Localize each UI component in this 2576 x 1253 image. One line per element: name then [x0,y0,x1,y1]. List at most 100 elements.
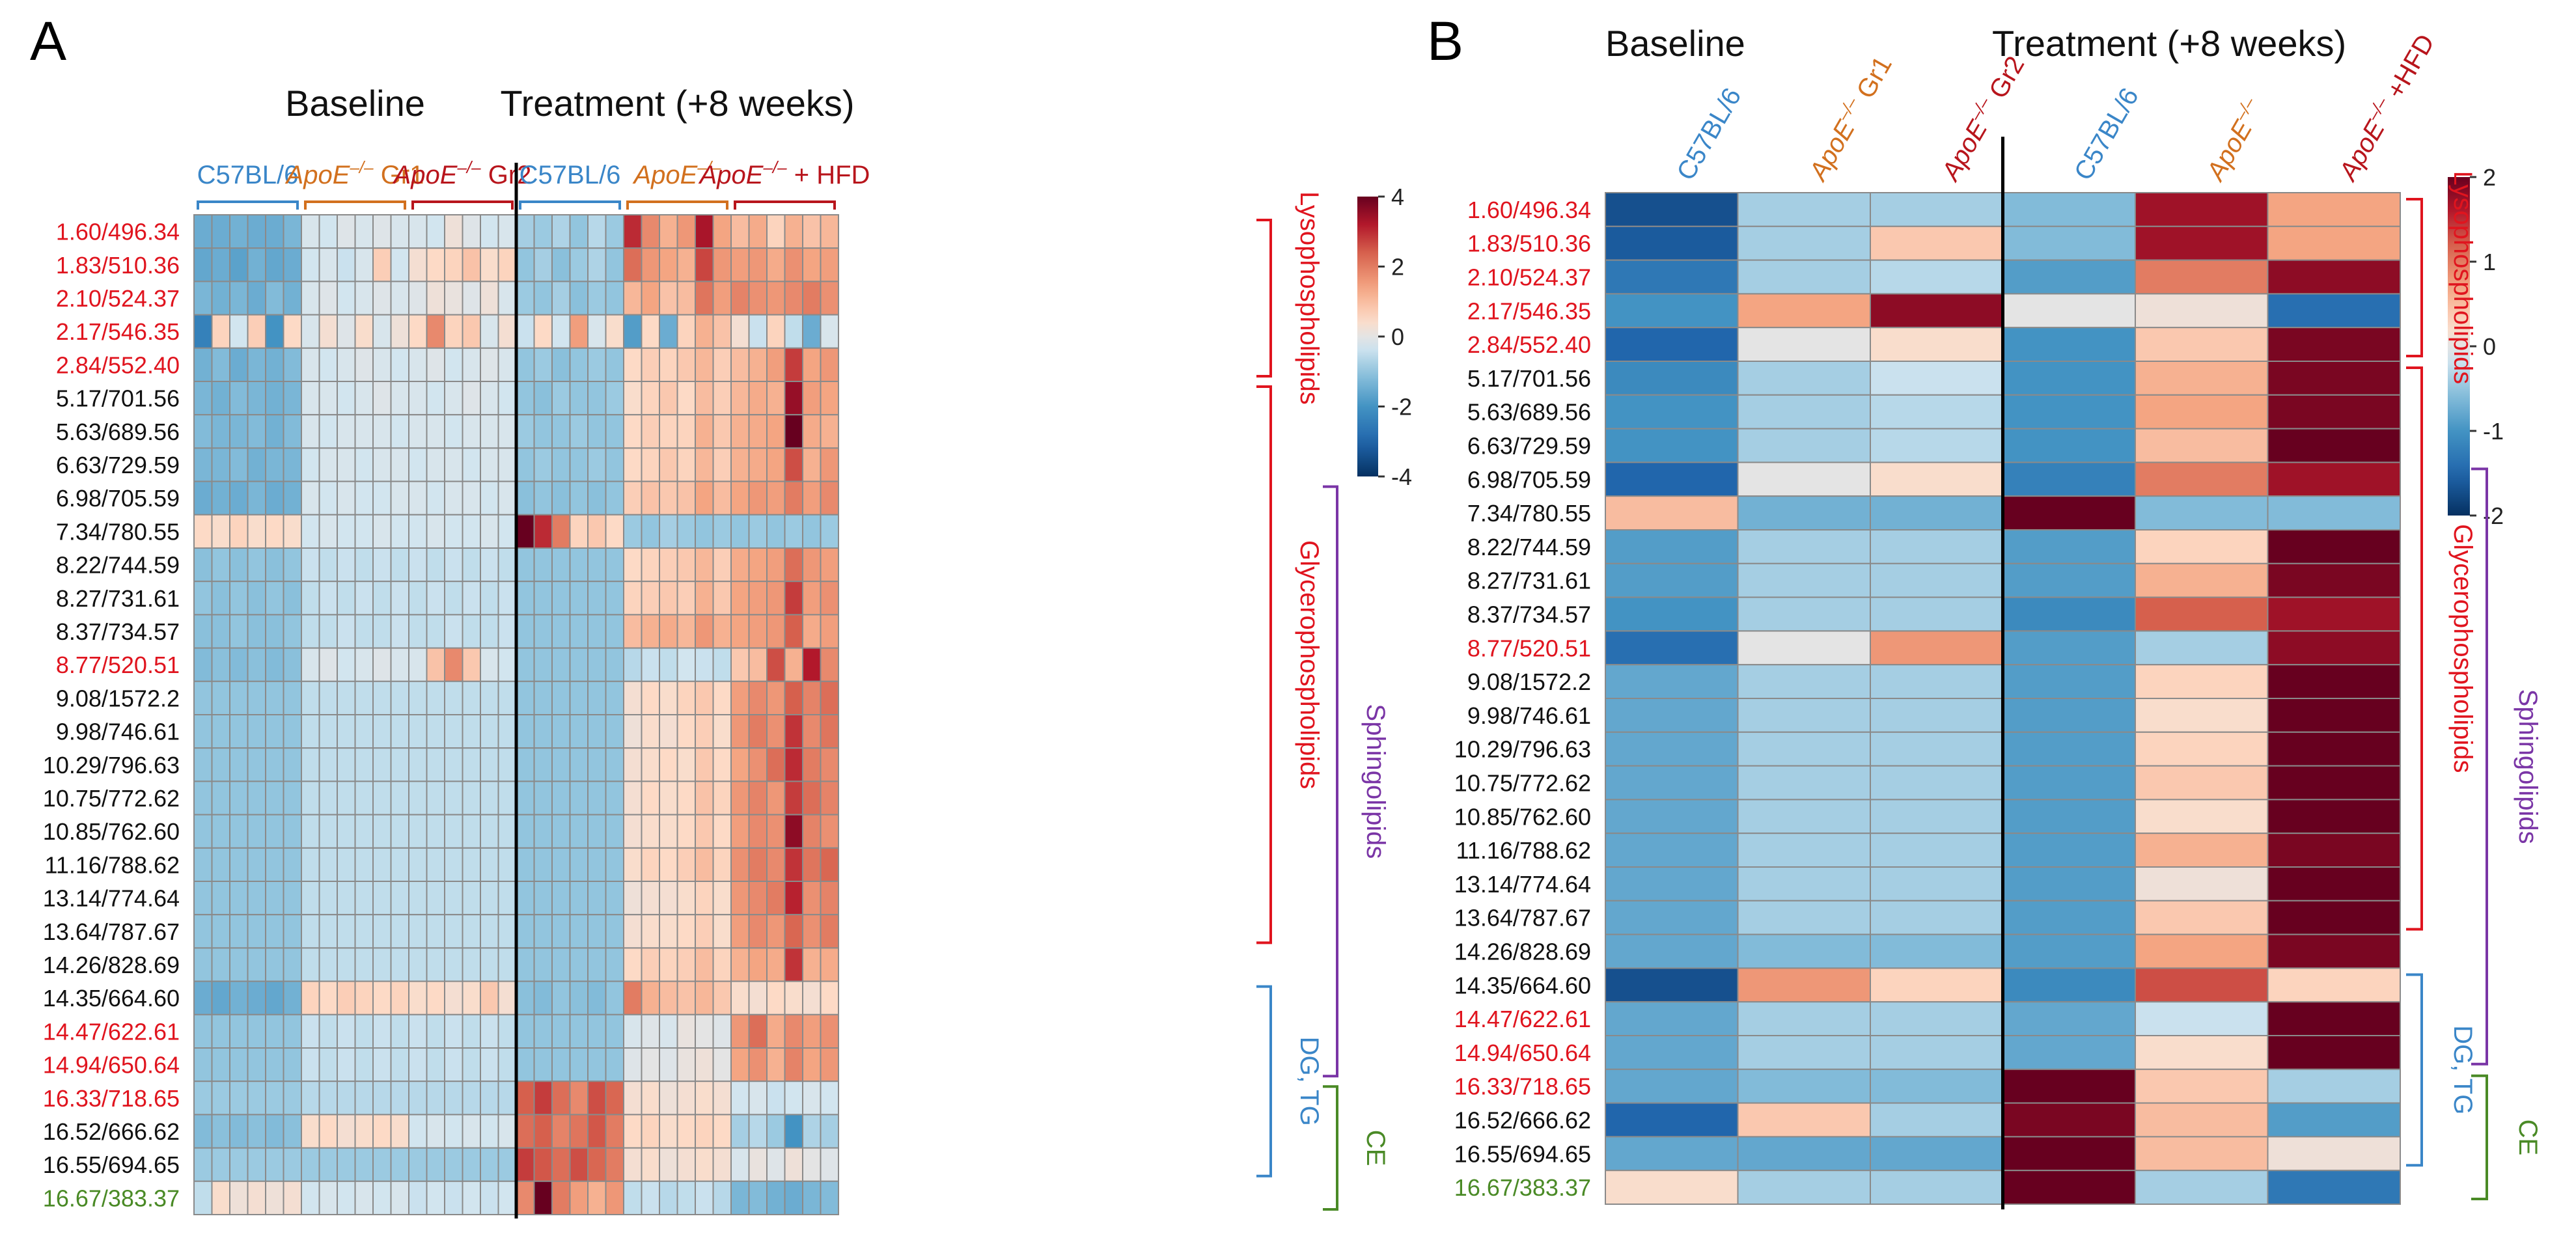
heatmap-a-cell [372,347,392,382]
heatmap-a-cell [712,547,732,583]
heatmap-a-cell [372,381,392,416]
heatmap-b-cell [2002,562,2136,598]
heatmap-b-cell [1870,394,2004,430]
heatmap-a-cell [229,914,249,949]
heatmap-a-cell [802,747,822,782]
heatmap-a-cell [283,1114,302,1149]
heatmap-a-cell [318,581,338,616]
heatmap-b-cell [1737,833,1871,868]
heatmap-a-cell [444,547,464,583]
heatmap-a-cell [516,314,535,349]
panel-a-group-bracket [734,200,836,210]
heatmap-a-cell [623,514,643,549]
heatmap-a-cell [265,1013,284,1049]
heatmap-a-cell [301,747,320,782]
heatmap-a-cell [426,1180,445,1216]
panel-b-treatment-title: Treatment (+8 weeks) [1992,23,2346,64]
heatmap-a-cell [247,1147,266,1182]
heatmap-a-cell [659,447,678,482]
heatmap-a-cell [301,680,320,716]
panel-a-bracket [1256,385,1272,944]
heatmap-a-cell [283,780,302,816]
heatmap-a-cell [283,1081,302,1116]
heatmap-b-cell [1737,495,1871,531]
heatmap-a-cell [318,480,338,516]
heatmap-a-cell [480,1081,499,1116]
heatmap-a-cell [426,514,445,549]
heatmap-b-cell [1605,293,1739,329]
heatmap-b-cell [2135,1068,2269,1104]
heatmap-b-cell [2002,259,2136,295]
heatmap-a-cell [748,514,768,549]
heatmap-a-cell [533,347,553,382]
heatmap-a-cell [712,680,732,716]
heatmap-a-cell [569,480,589,516]
heatmap-a-cell [730,547,750,583]
heatmap-a-cell [551,747,571,782]
heatmap-a-cell [551,281,571,316]
heatmap-a-cell [605,1013,624,1049]
heatmap-a-cell [265,1147,284,1182]
heatmap-a-cell [551,1114,571,1149]
heatmap-a-cell [462,214,481,249]
heatmap-a-cell [318,647,338,682]
heatmap-a-cell [229,980,249,1015]
heatmap-a-cell [337,1180,356,1216]
heatmap-a-cell [372,214,392,249]
heatmap-a-cell [354,980,374,1015]
heatmap-a-cell [587,881,607,916]
heatmap-a-cell [695,747,714,782]
heatmap-a-cell [533,881,553,916]
heatmap-a-cell [784,747,803,782]
heatmap-b-cell [1605,1136,1739,1172]
heatmap-a-cell [784,581,803,616]
heatmap-a-cell [193,847,213,883]
heatmap-a-cell [193,1180,213,1216]
heatmap-a-cell [480,914,499,949]
heatmap-b-cell [2135,933,2269,969]
heatmap-a-cell [390,714,409,749]
heatmap-a-cell [766,780,786,816]
heatmap-a-cell [605,947,624,982]
heatmap-a-cell [748,881,768,916]
heatmap-b-cell [2135,866,2269,902]
heatmap-a-cell [462,881,481,916]
heatmap-a-cell [766,514,786,549]
heatmap-b-cell [2267,765,2401,801]
panel-a-group-bracket [411,200,514,210]
heatmap-a-cell [641,780,660,816]
heatmap-a-cell [337,680,356,716]
heatmap-a-cell [641,1180,660,1216]
heatmap-a-cell [301,847,320,883]
heatmap-b-cell [2135,731,2269,767]
panel-b-colorbar-tick-label: 0 [2483,333,2496,360]
heatmap-a-cell [408,281,428,316]
panel-a-group-bracket [626,200,728,210]
heatmap-a-cell [605,1081,624,1116]
heatmap-b-cell [1870,461,2004,497]
heatmap-b-cell [1870,1068,2004,1104]
heatmap-a-cell [587,1180,607,1216]
heatmap-a-cell [283,447,302,482]
heatmap-a-cell [516,281,535,316]
heatmap-a-cell [766,347,786,382]
heatmap-a-cell [247,881,266,916]
heatmap-b-cell [2267,259,2401,295]
heatmap-a-cell [784,247,803,282]
heatmap-a-cell [569,1013,589,1049]
heatmap-a-cell [605,447,624,482]
heatmap-a-cell [551,980,571,1015]
heatmap-a-cell [372,1081,392,1116]
panel-a-row-label: 8.22/744.59 [56,552,180,579]
heatmap-b-cell [1605,461,1739,497]
panel-b-row-label: 2.84/552.40 [1467,331,1591,358]
heatmap-b-cell [1737,293,1871,329]
heatmap-a-cell [820,1147,839,1182]
heatmap-a-cell [354,680,374,716]
heatmap-b-cell [2267,529,2401,564]
heatmap-b-cell [2002,799,2136,834]
heatmap-a-cell [337,847,356,883]
heatmap-a-cell [372,1013,392,1049]
heatmap-a-cell [247,447,266,482]
heatmap-a-cell [193,547,213,583]
